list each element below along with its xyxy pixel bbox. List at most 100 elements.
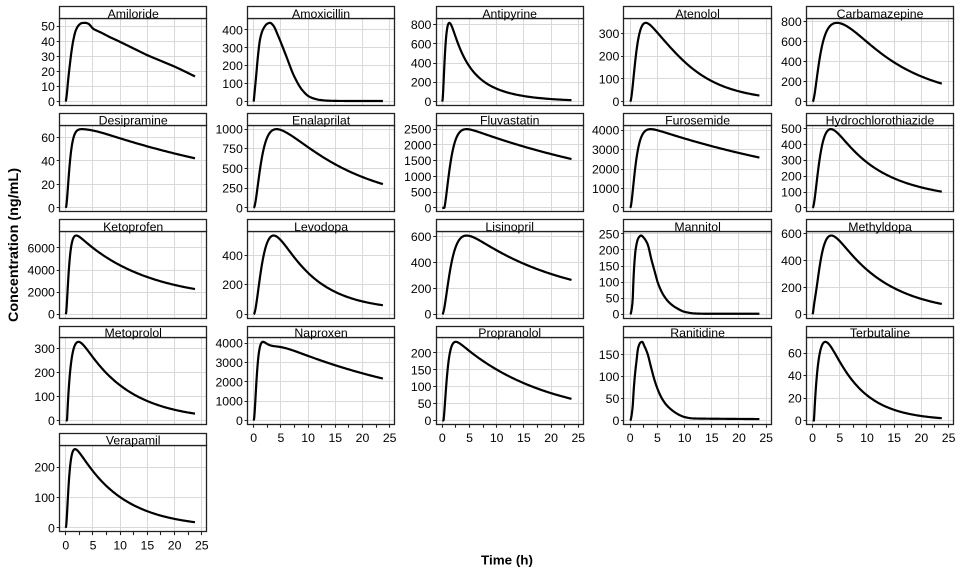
svg-text:100: 100: [599, 276, 620, 290]
svg-text:40: 40: [41, 154, 55, 168]
svg-text:0: 0: [236, 414, 243, 428]
svg-text:0: 0: [62, 539, 69, 553]
svg-text:Concentration (ng/mL): Concentration (ng/mL): [6, 168, 21, 322]
svg-text:0: 0: [236, 95, 243, 109]
svg-text:2000: 2000: [592, 162, 620, 176]
svg-text:200: 200: [599, 243, 620, 257]
svg-text:100: 100: [34, 390, 55, 404]
svg-text:30: 30: [41, 50, 55, 64]
svg-text:400: 400: [781, 138, 802, 152]
svg-text:15: 15: [887, 431, 901, 445]
svg-text:40: 40: [788, 369, 802, 383]
svg-text:100: 100: [599, 370, 620, 384]
svg-text:Time (h): Time (h): [481, 552, 533, 567]
svg-text:750: 750: [222, 142, 243, 156]
svg-text:25: 25: [571, 431, 585, 445]
svg-text:250: 250: [222, 182, 243, 196]
svg-text:Amoxicillin: Amoxicillin: [292, 7, 350, 21]
svg-text:5: 5: [836, 431, 843, 445]
svg-text:500: 500: [411, 186, 432, 200]
svg-text:4000: 4000: [215, 337, 243, 351]
svg-text:25: 25: [383, 431, 397, 445]
svg-text:400: 400: [781, 254, 802, 268]
svg-text:Terbutaline: Terbutaline: [850, 326, 910, 340]
svg-text:2000: 2000: [404, 138, 432, 152]
svg-text:300: 300: [781, 154, 802, 168]
svg-text:400: 400: [781, 55, 802, 69]
svg-text:10: 10: [113, 539, 127, 553]
svg-text:Verapamil: Verapamil: [106, 433, 161, 447]
svg-text:200: 200: [34, 366, 55, 380]
svg-text:2000: 2000: [215, 375, 243, 389]
svg-text:1000: 1000: [215, 395, 243, 409]
svg-text:Ketoprofen: Ketoprofen: [103, 220, 163, 234]
svg-text:0: 0: [612, 414, 619, 428]
svg-text:15: 15: [141, 539, 155, 553]
svg-text:200: 200: [34, 461, 55, 475]
svg-text:20: 20: [915, 431, 929, 445]
svg-text:0: 0: [612, 201, 619, 215]
svg-text:200: 200: [599, 50, 620, 64]
svg-text:10: 10: [678, 431, 692, 445]
svg-text:40: 40: [41, 35, 55, 49]
svg-text:20: 20: [356, 431, 370, 445]
svg-text:0: 0: [795, 414, 802, 428]
svg-text:100: 100: [781, 185, 802, 199]
svg-text:Mannitol: Mannitol: [674, 220, 720, 234]
svg-text:Lisinopril: Lisinopril: [485, 220, 534, 234]
svg-text:0: 0: [425, 201, 432, 215]
svg-text:400: 400: [222, 23, 243, 37]
svg-text:0: 0: [627, 431, 634, 445]
svg-text:100: 100: [411, 380, 432, 394]
svg-text:200: 200: [411, 282, 432, 296]
svg-text:0: 0: [809, 431, 816, 445]
svg-text:200: 200: [222, 59, 243, 73]
svg-text:25: 25: [195, 539, 209, 553]
svg-text:Carbamazepine: Carbamazepine: [837, 7, 924, 21]
svg-text:0: 0: [612, 95, 619, 109]
svg-text:0: 0: [236, 308, 243, 322]
svg-text:400: 400: [411, 57, 432, 71]
svg-text:15: 15: [705, 431, 719, 445]
svg-text:Atenolol: Atenolol: [675, 7, 719, 21]
svg-text:15: 15: [517, 431, 531, 445]
svg-text:25: 25: [942, 431, 956, 445]
svg-text:Ranitidine: Ranitidine: [670, 326, 725, 340]
svg-text:500: 500: [222, 162, 243, 176]
svg-text:200: 200: [781, 281, 802, 295]
svg-text:600: 600: [411, 37, 432, 51]
svg-text:0: 0: [48, 308, 55, 322]
svg-text:0: 0: [250, 431, 257, 445]
svg-text:0: 0: [48, 521, 55, 535]
svg-text:300: 300: [599, 27, 620, 41]
svg-text:1000: 1000: [592, 182, 620, 196]
svg-text:25: 25: [759, 431, 773, 445]
svg-text:0: 0: [612, 308, 619, 322]
svg-text:100: 100: [34, 491, 55, 505]
svg-text:1000: 1000: [215, 123, 243, 137]
svg-text:200: 200: [411, 76, 432, 90]
svg-text:20: 20: [544, 431, 558, 445]
svg-text:Naproxen: Naproxen: [294, 326, 347, 340]
svg-text:600: 600: [411, 230, 432, 244]
svg-text:0: 0: [425, 95, 432, 109]
svg-text:20: 20: [41, 65, 55, 79]
svg-text:5: 5: [466, 431, 473, 445]
svg-text:300: 300: [34, 342, 55, 356]
svg-text:3000: 3000: [592, 143, 620, 157]
svg-text:150: 150: [599, 259, 620, 273]
svg-text:20: 20: [732, 431, 746, 445]
svg-text:300: 300: [222, 41, 243, 55]
svg-text:20: 20: [41, 178, 55, 192]
svg-text:10: 10: [860, 431, 874, 445]
svg-text:0: 0: [795, 308, 802, 322]
svg-text:250: 250: [599, 227, 620, 241]
svg-text:200: 200: [781, 75, 802, 89]
svg-text:3000: 3000: [215, 356, 243, 370]
svg-text:10: 10: [41, 80, 55, 94]
svg-text:5: 5: [277, 431, 284, 445]
svg-text:0: 0: [795, 201, 802, 215]
svg-text:200: 200: [222, 278, 243, 292]
svg-text:20: 20: [168, 539, 182, 553]
svg-text:Propranolol: Propranolol: [478, 326, 541, 340]
